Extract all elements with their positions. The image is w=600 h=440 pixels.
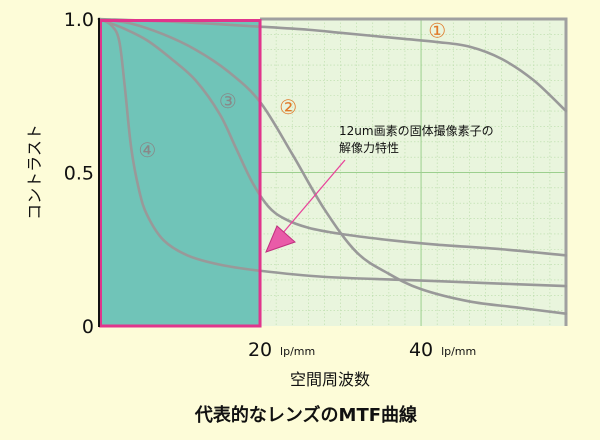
- curve-layer: [97, 17, 568, 328]
- curve-label-1: ①: [428, 18, 446, 42]
- x-tick-unit: lp/mm: [280, 345, 315, 358]
- curve-label-4: ④: [138, 138, 156, 162]
- curve-label-3: ③: [219, 89, 237, 113]
- chart-title: 代表的なレンズのMTF曲線: [194, 404, 417, 426]
- annotation-line-1: 12um画素の固体撮像素子の: [339, 124, 494, 138]
- y-tick-label: 0: [82, 316, 94, 338]
- annotation-arrow-line: [281, 159, 346, 235]
- x-tick-unit: lp/mm: [441, 345, 476, 358]
- y-tick-label: 0.5: [64, 163, 94, 185]
- y-axis-label: コントラスト: [25, 124, 44, 220]
- plot-layer: [99, 17, 568, 326]
- x-tick-label: 20: [248, 339, 272, 361]
- annotation-arrow-head: [265, 225, 296, 253]
- mtf-curve-2: [97, 17, 568, 316]
- x-axis-label: 空間周波数: [290, 370, 370, 389]
- x-tick-label: 40: [409, 339, 433, 361]
- mtf-curve-3: [97, 17, 568, 257]
- annotation-line-2: 解像力特性: [339, 140, 399, 155]
- text-layer: 空間周波数 コントラスト 代表的なレンズのMTF曲線 12um画素の固体撮像素子…: [25, 9, 494, 426]
- mtf-curve-4: [97, 17, 568, 288]
- curve-label-2: ②: [279, 95, 297, 119]
- resolution-limit-box: [99, 19, 262, 328]
- y-tick-label: 1.0: [64, 9, 94, 31]
- plot-frame: [260, 17, 568, 326]
- resolution-region: [99, 19, 261, 326]
- mtf-curve-1: [97, 17, 568, 113]
